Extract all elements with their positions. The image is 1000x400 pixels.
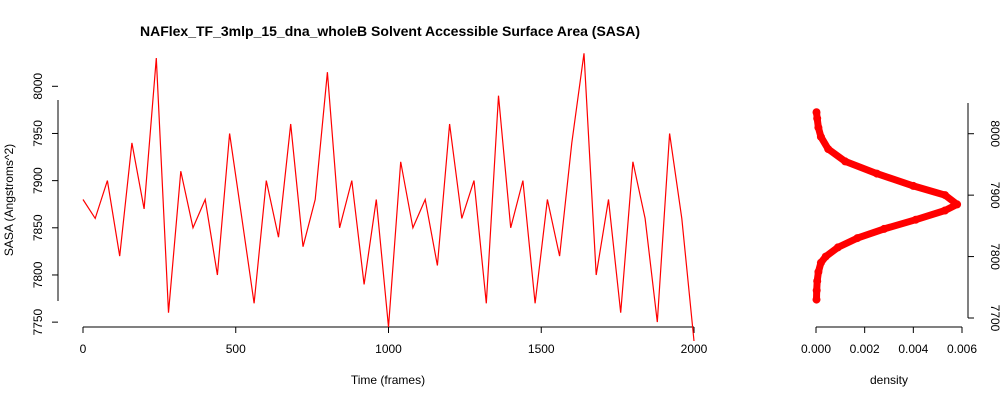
time-x-tick-label: 500 [226, 342, 246, 356]
density-point [833, 243, 842, 252]
sasa-y-tick-label: 7900 [31, 167, 45, 194]
time-x-tick-label: 0 [80, 342, 87, 356]
density-point [941, 206, 949, 215]
time-x-tick-label: 1000 [375, 342, 402, 356]
time-x-axis-label: Time (frames) [351, 373, 425, 387]
density-x-tick-label: 0.006 [947, 342, 977, 356]
density-point [880, 224, 889, 233]
density-point [814, 123, 823, 132]
density-point [821, 252, 830, 261]
density-y-tick-label: 8000 [988, 120, 1000, 147]
chart-title: NAFlex_TF_3mlp_15_dna_wholeB Solvent Acc… [140, 23, 640, 39]
sasa-y-tick-label: 7750 [31, 308, 45, 335]
density-point [853, 234, 862, 243]
sasa-series-line [82, 53, 695, 342]
density-point [813, 114, 822, 123]
density-x-tick-label: 0.000 [801, 342, 831, 356]
density-point [813, 277, 822, 286]
density-point [941, 191, 949, 200]
time-x-tick-label: 1500 [528, 342, 555, 356]
density-point [816, 258, 825, 267]
density-point [816, 132, 825, 141]
density-point [812, 108, 821, 117]
density-point [812, 286, 821, 295]
density-point [872, 169, 881, 178]
density-point [812, 295, 821, 304]
density-point [911, 215, 920, 224]
density-axes [816, 103, 969, 328]
density-y-tick-label: 7900 [988, 182, 1000, 209]
sasa-y-axis-label: SASA (Angstroms^2) [2, 144, 16, 256]
sasa-y-tick-label: 8000 [31, 73, 45, 100]
time-x-tick-label: 2000 [681, 342, 708, 356]
density-x-tick-label: 0.002 [850, 342, 880, 356]
density-y-tick-label: 7700 [988, 305, 1000, 332]
density-point [814, 267, 823, 276]
density-point [953, 200, 962, 209]
density-x-tick-label: 0.004 [898, 342, 928, 356]
density-series-line [813, 108, 961, 304]
density-y-tick-label: 7800 [988, 243, 1000, 270]
density-point [909, 181, 918, 190]
sasa-y-tick-label: 7850 [31, 214, 45, 241]
density-x-axis-label: density [870, 373, 908, 387]
sasa-y-tick-label: 7950 [31, 120, 45, 147]
sasa-axes [57, 100, 694, 328]
density-point [824, 145, 833, 154]
sasa-y-tick-label: 7800 [31, 261, 45, 288]
density-point [841, 157, 850, 166]
